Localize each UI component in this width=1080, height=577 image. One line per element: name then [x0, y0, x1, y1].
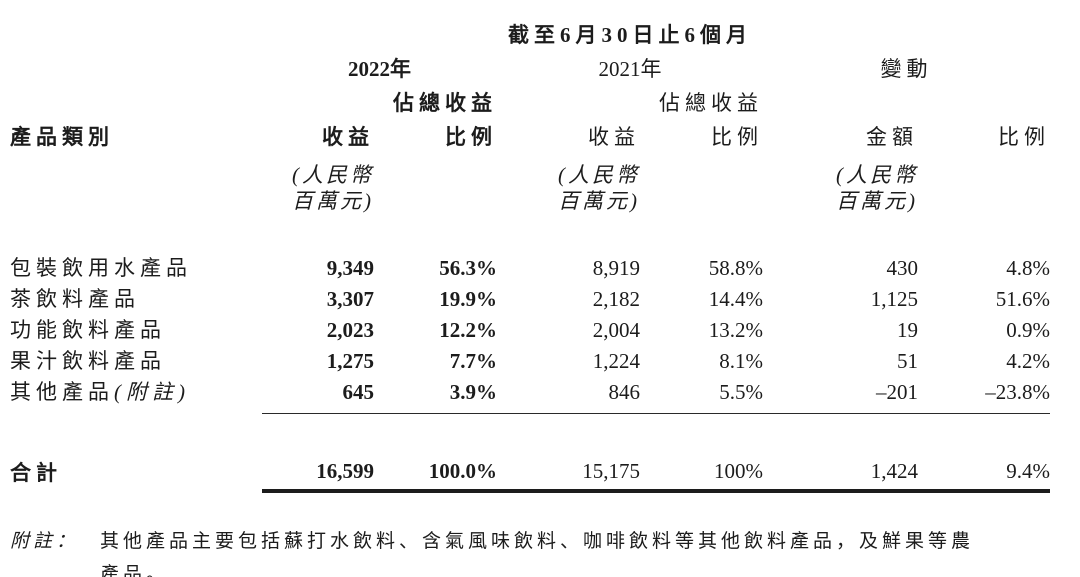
pct-2022-cell: 7.7%	[449, 348, 497, 373]
header-body-spacer	[10, 214, 1050, 250]
unit-note-change: (人民幣 百萬元)	[836, 162, 918, 213]
rev-2021-cell: 8,919	[592, 255, 640, 280]
table-row-tea-drinks: 茶飲料產品 3,307 19.9% 2,182 14.4% 1,125 51.6…	[10, 281, 1050, 312]
rev-2022-cell: 3,307	[326, 286, 374, 311]
pct-2021-cell: 5.5%	[640, 374, 763, 414]
total-change-amount-cell: 1,424	[763, 450, 918, 493]
body-total-spacer	[10, 414, 1050, 451]
revenue-2022-column-header: 收益	[322, 124, 374, 149]
year-2022-header: 2022年	[348, 56, 411, 81]
change-amount-cell: –201	[763, 374, 918, 414]
footnote: 附註： 其他產品主要包括蘇打水飲料、含氣風味飲料、咖啡飲料等其他飲料產品，及鮮果…	[10, 525, 1068, 577]
change-amount-cell: 1,125	[870, 286, 918, 311]
total-row: 合計 16,599 100.0% 15,175 100% 1,424 9.4%	[10, 450, 1050, 493]
row-label: 其他產品(附註)	[10, 380, 190, 405]
rev-2021-cell: 2,182	[592, 286, 640, 311]
column-header-row: 產品類別 收益 比例 收益 比例 金額 比例	[10, 120, 1050, 154]
revenue-by-product-table: 截至6月30日止6個月 2022年 2021年 變動 佔總收益 佔總收益 產品類…	[10, 14, 1050, 493]
share-of-revenue-2021-header: 佔總收益	[659, 90, 763, 115]
year-group-row: 2022年 2021年 變動	[10, 52, 1050, 86]
change-amount-cell: 430	[886, 255, 919, 280]
change-amount-cell: 51	[897, 348, 918, 373]
row-label: 果汁飲料產品	[10, 348, 166, 373]
pct-2021-cell: 8.1%	[719, 348, 763, 373]
change-pct-cell: 4.2%	[1006, 348, 1050, 373]
rev-2022-cell: 2,023	[326, 317, 374, 342]
total-change-pct-cell: 9.4%	[918, 450, 1050, 493]
ratio-2022-column-header: 比例	[445, 124, 497, 149]
pct-2022-cell: 3.9%	[374, 374, 497, 414]
unit-note-2022: (人民幣 百萬元)	[292, 162, 374, 213]
table-row-packaged-water: 包裝飲用水產品 9,349 56.3% 8,919 58.8% 430 4.8%	[10, 250, 1050, 281]
table-row-juice-drinks: 果汁飲料產品 1,275 7.7% 1,224 8.1% 51 4.2%	[10, 343, 1050, 374]
row-label: 功能飲料產品	[10, 317, 166, 342]
share-of-revenue-2022-header: 佔總收益	[393, 90, 497, 115]
footnote-text: 其他產品主要包括蘇打水飲料、含氣風味飲料、咖啡飲料等其他飲料產品，及鮮果等農 產…	[100, 531, 975, 577]
rev-2022-cell: 9,349	[326, 255, 374, 280]
total-rev-2021-cell: 15,175	[497, 450, 640, 493]
change-amount-column-header: 金額	[866, 124, 918, 149]
revenue-2021-column-header: 收益	[588, 124, 640, 149]
pct-2022-cell: 12.2%	[439, 317, 497, 342]
share-header-row: 佔總收益 佔總收益	[10, 86, 1050, 120]
rev-2021-cell: 1,224	[592, 348, 640, 373]
row-label: 茶飲料產品	[10, 286, 140, 311]
category-column-header: 產品類別	[10, 124, 114, 149]
change-pct-cell: 0.9%	[1006, 317, 1050, 342]
change-ratio-column-header: 比例	[998, 124, 1050, 149]
total-rev-2022-cell: 16,599	[262, 450, 374, 493]
total-pct-2022-cell: 100.0%	[374, 450, 497, 493]
total-pct-2021-cell: 100%	[640, 450, 763, 493]
rev-2022-cell: 645	[262, 374, 374, 414]
unit-note-2021: (人民幣 百萬元)	[558, 162, 640, 213]
unit-note-row: (人民幣 百萬元) (人民幣 百萬元) (人民幣 百萬元)	[10, 154, 1050, 214]
period-header: 截至6月30日止6個月	[508, 22, 752, 47]
change-pct-cell: –23.8%	[918, 374, 1050, 414]
pct-2022-cell: 56.3%	[439, 255, 497, 280]
row-label: 包裝飲用水產品	[10, 255, 192, 280]
change-pct-cell: 4.8%	[1006, 255, 1050, 280]
table-row-functional-drinks: 功能飲料產品 2,023 12.2% 2,004 13.2% 19 0.9%	[10, 312, 1050, 343]
ratio-2021-column-header: 比例	[711, 124, 763, 149]
pct-2022-cell: 19.9%	[439, 286, 497, 311]
period-header-row: 截至6月30日止6個月	[10, 14, 1050, 52]
total-label: 合計	[10, 460, 62, 485]
pct-2021-cell: 14.4%	[708, 286, 763, 311]
change-group-header: 變動	[880, 56, 933, 81]
rev-2021-cell: 846	[497, 374, 640, 414]
year-2021-header: 2021年	[598, 56, 662, 81]
row-label-note: (附註)	[114, 380, 190, 405]
rev-2022-cell: 1,275	[326, 348, 374, 373]
footnote-label: 附註：	[10, 531, 80, 552]
table-row-other-products: 其他產品(附註) 645 3.9% 846 5.5% –201 –23.8%	[10, 374, 1050, 414]
pct-2021-cell: 58.8%	[708, 255, 763, 280]
change-amount-cell: 19	[897, 317, 918, 342]
pct-2021-cell: 13.2%	[708, 317, 763, 342]
change-pct-cell: 51.6%	[995, 286, 1050, 311]
rev-2021-cell: 2,004	[592, 317, 640, 342]
